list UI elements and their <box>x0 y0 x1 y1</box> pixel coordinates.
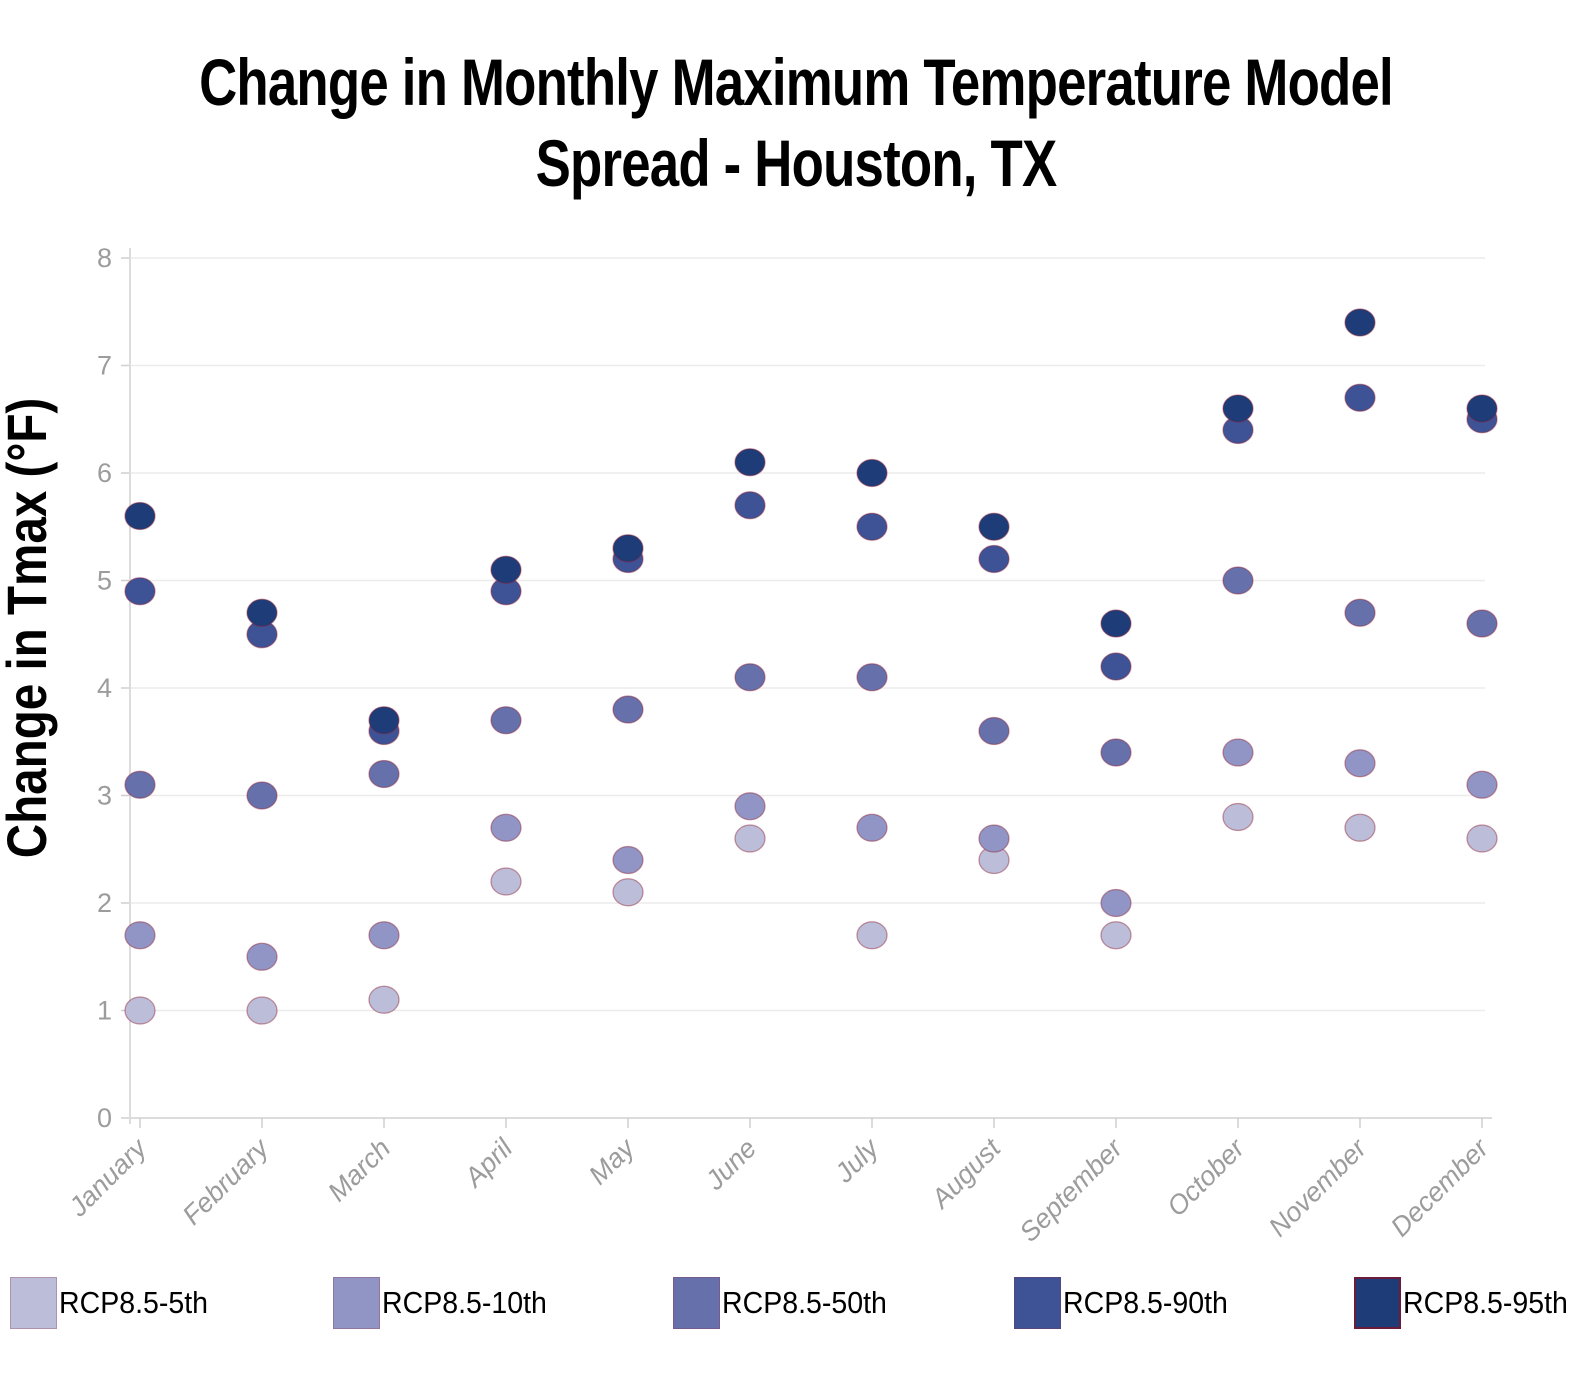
y-tick-label: 4 <box>97 673 112 703</box>
legend-label-rcp85-10th: RCP8.5-10th <box>382 1285 547 1321</box>
chart-title-line1: Change in Monthly Maximum Temperature Mo… <box>199 45 1394 119</box>
data-point-RCP8.5-95th-February <box>246 598 278 627</box>
legend-item-rcp85-5th: RCP8.5-5th <box>10 1277 221 1330</box>
data-point-RCP8.5-90th-August <box>978 544 1010 574</box>
legend-label-rcp85-50th: RCP8.5-50th <box>722 1285 888 1321</box>
y-tick-label: 1 <box>97 996 112 1026</box>
data-point-RCP8.5-5th-November <box>1344 813 1376 842</box>
data-point-RCP8.5-50th-March <box>368 759 400 789</box>
data-point-RCP8.5-5th-March <box>368 985 400 1014</box>
x-tick-label: October <box>1161 1132 1251 1222</box>
legend-label-rcp85-95th: RCP8.5-95th <box>1402 1285 1568 1321</box>
data-point-RCP8.5-10th-March <box>368 921 400 950</box>
legend-item-rcp85-95th: RCP8.5-95th <box>1353 1277 1582 1330</box>
x-tick-label: March <box>322 1133 396 1207</box>
data-point-RCP8.5-10th-May <box>612 845 644 875</box>
data-point-RCP8.5-50th-February <box>246 781 278 810</box>
legend-swatch-rcp85-10th <box>333 1277 380 1330</box>
data-point-RCP8.5-50th-September <box>1100 738 1132 767</box>
legend-item-rcp85-50th: RCP8.5-50th <box>673 1277 901 1330</box>
data-point-RCP8.5-90th-November <box>1344 383 1376 412</box>
x-tick-label: August <box>924 1132 1007 1215</box>
data-point-RCP8.5-50th-April <box>490 706 522 735</box>
data-point-RCP8.5-95th-June <box>734 448 766 477</box>
chart-title-line2: Spread - Houston, TX <box>535 125 1058 200</box>
data-point-RCP8.5-5th-April <box>490 867 522 896</box>
x-tick-label: May <box>583 1132 641 1190</box>
data-point-RCP8.5-95th-March <box>368 706 400 735</box>
legend-swatch-rcp85-50th <box>673 1277 721 1330</box>
data-point-RCP8.5-95th-December <box>1466 394 1498 423</box>
data-point-RCP8.5-10th-September <box>1100 888 1132 918</box>
data-point-RCP8.5-50th-October <box>1222 566 1254 595</box>
y-axis-title: Change in Tmax (°F) <box>0 398 59 859</box>
data-point-RCP8.5-50th-May <box>612 695 644 724</box>
data-point-RCP8.5-5th-October <box>1222 802 1254 832</box>
data-point-RCP8.5-95th-August <box>978 512 1010 541</box>
x-tick-label: July <box>828 1132 885 1189</box>
y-tick-label: 8 <box>97 243 112 273</box>
y-tick-label: 0 <box>97 1103 112 1133</box>
data-point-RCP8.5-5th-February <box>246 996 278 1025</box>
data-point-RCP8.5-90th-June <box>734 491 766 520</box>
data-point-RCP8.5-5th-December <box>1466 824 1498 853</box>
x-tick-label: December <box>1385 1132 1495 1242</box>
chart-title: Change in Monthly Maximum Temperature Mo… <box>159 42 1433 203</box>
data-point-RCP8.5-50th-June <box>734 663 766 692</box>
data-point-RCP8.5-95th-September <box>1100 609 1132 638</box>
x-tick-label: February <box>177 1132 276 1231</box>
data-point-RCP8.5-50th-July <box>856 663 888 692</box>
data-point-RCP8.5-10th-April <box>490 813 522 842</box>
y-tick-label: 3 <box>97 781 112 811</box>
data-point-RCP8.5-95th-October <box>1222 394 1254 423</box>
data-point-RCP8.5-10th-January <box>124 921 156 950</box>
legend-item-rcp85-90th: RCP8.5-90th <box>1013 1277 1242 1330</box>
data-point-RCP8.5-10th-August <box>978 824 1010 853</box>
legend-item-rcp85-10th: RCP8.5-10th <box>333 1277 561 1330</box>
data-point-RCP8.5-90th-September <box>1100 652 1132 681</box>
x-tick-label: April <box>457 1132 519 1194</box>
data-point-RCP8.5-5th-September <box>1100 921 1132 950</box>
data-point-RCP8.5-50th-November <box>1344 598 1376 627</box>
y-tick-label: 2 <box>97 888 112 918</box>
data-point-RCP8.5-10th-June <box>734 792 766 821</box>
y-tick-label: 5 <box>97 566 112 596</box>
data-point-RCP8.5-50th-August <box>978 716 1010 746</box>
legend-swatch-rcp85-5th <box>10 1277 57 1330</box>
data-point-RCP8.5-5th-June <box>734 824 766 853</box>
data-point-RCP8.5-95th-January <box>124 501 156 531</box>
data-point-RCP8.5-50th-December <box>1466 609 1498 638</box>
data-point-RCP8.5-95th-July <box>856 458 888 488</box>
data-point-RCP8.5-95th-November <box>1344 308 1376 337</box>
data-point-RCP8.5-5th-January <box>124 996 156 1025</box>
data-point-RCP8.5-10th-February <box>246 942 278 971</box>
data-point-RCP8.5-50th-January <box>124 770 156 799</box>
x-tick-label: September <box>1014 1132 1129 1243</box>
data-point-RCP8.5-10th-October <box>1222 738 1254 767</box>
legend-label-rcp85-90th: RCP8.5-90th <box>1062 1285 1228 1321</box>
data-point-RCP8.5-5th-May <box>612 878 644 907</box>
scatter-plot: 0 1 2 3 4 5 6 7 8 January February March April May Jun… <box>0 243 1498 1243</box>
legend: RCP8.5-5th RCP8.5-10th RCP8.5-50th RCP8.… <box>10 1277 1582 1330</box>
data-point-RCP8.5-10th-November <box>1344 749 1376 778</box>
data-point-RCP8.5-90th-July <box>856 512 888 541</box>
legend-swatch-rcp85-95th <box>1353 1277 1401 1330</box>
data-point-RCP8.5-10th-July <box>856 813 888 842</box>
data-point-RCP8.5-95th-May <box>612 534 644 563</box>
x-tick-label: November <box>1263 1132 1373 1242</box>
y-tick-label: 7 <box>97 351 112 381</box>
y-tick-label: 6 <box>97 458 112 488</box>
legend-label-rcp85-5th: RCP8.5-5th <box>59 1285 209 1321</box>
data-point-RCP8.5-10th-December <box>1466 770 1498 799</box>
data-point-RCP8.5-90th-January <box>124 577 156 606</box>
data-point-RCP8.5-5th-July <box>856 921 888 950</box>
x-tick-label: January <box>62 1132 153 1223</box>
data-point-RCP8.5-95th-April <box>490 555 522 584</box>
x-tick-label: June <box>699 1133 762 1196</box>
legend-swatch-rcp85-90th <box>1013 1277 1061 1330</box>
chart-page: Change in Monthly Maximum Temperature Mo… <box>0 42 1592 1400</box>
